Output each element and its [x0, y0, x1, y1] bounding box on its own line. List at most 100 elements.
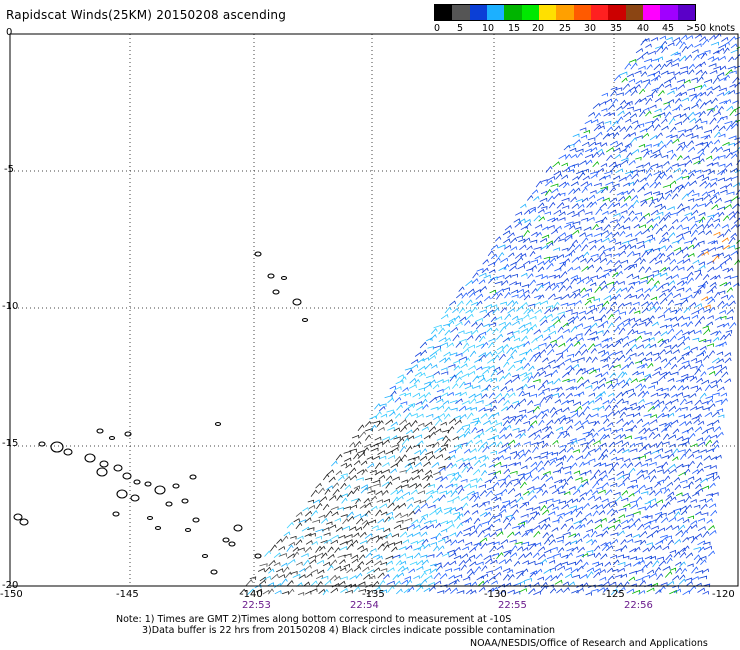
wind-barb — [642, 51, 649, 57]
wind-barb — [519, 481, 527, 489]
wind-barb — [404, 576, 411, 580]
wind-barb — [595, 226, 603, 231]
wind-barb — [612, 280, 619, 287]
wind-barb — [429, 351, 438, 357]
wind-barb — [694, 33, 702, 39]
wind-barb — [670, 371, 679, 376]
wind-barb — [527, 400, 534, 406]
wind-barb — [500, 307, 507, 313]
wind-barb — [467, 490, 475, 496]
wind-barb — [411, 519, 419, 525]
island-outline — [201, 553, 209, 559]
wind-barb — [374, 462, 382, 470]
wind-barb — [724, 378, 732, 384]
wind-barb — [466, 335, 474, 341]
wind-barb — [664, 475, 671, 482]
wind-barb — [641, 390, 650, 398]
wind-barb — [546, 431, 554, 439]
wind-barb — [529, 206, 536, 211]
wind-barb — [524, 218, 531, 224]
wind-barb — [616, 457, 624, 461]
wind-barb — [340, 576, 348, 580]
wind-barb — [444, 510, 452, 515]
wind-barb — [269, 544, 277, 552]
wind-barb — [464, 541, 473, 546]
wind-barb — [602, 237, 610, 243]
wind-barb — [673, 508, 682, 512]
wind-barb — [529, 494, 537, 502]
wind-barb — [439, 490, 447, 494]
wind-barb — [402, 491, 411, 497]
wind-barb — [610, 509, 619, 517]
legend-label: 15 — [508, 23, 521, 34]
wind-barb — [724, 120, 733, 125]
wind-barb — [588, 194, 596, 200]
wind-barb — [406, 555, 414, 560]
wind-barb — [641, 182, 649, 189]
wind-barb — [682, 336, 690, 342]
wind-barb — [310, 489, 318, 497]
wind-barb — [498, 559, 507, 565]
wind-barb — [408, 568, 416, 574]
island-outline — [133, 479, 141, 485]
wind-barb — [396, 489, 404, 495]
wind-barb — [572, 489, 581, 496]
wind-barb — [309, 559, 317, 565]
wind-barb — [618, 176, 627, 182]
wind-barb — [358, 581, 366, 586]
wind-barb — [566, 446, 574, 453]
wind-barb — [702, 38, 710, 46]
wind-barb — [733, 217, 740, 224]
wind-barb — [401, 579, 409, 585]
wind-barb — [650, 503, 658, 508]
note-line-2: 3)Data buffer is 22 hrs from 20150208 4)… — [142, 625, 556, 636]
wind-barb — [689, 392, 697, 398]
wind-barb — [556, 515, 563, 522]
wind-barb — [404, 517, 413, 522]
wind-barb — [557, 565, 565, 571]
wind-barb — [420, 571, 427, 579]
wind-barb — [691, 524, 698, 530]
wind-barb — [511, 294, 519, 298]
wind-barb — [330, 539, 338, 545]
wind-barb — [490, 531, 497, 538]
wind-barb — [718, 133, 726, 138]
wind-barb — [490, 304, 498, 308]
wind-barb — [630, 169, 638, 174]
wind-barb — [701, 251, 709, 256]
wind-barb — [638, 580, 647, 587]
wind-barb — [254, 584, 262, 589]
wind-barb — [646, 94, 653, 98]
time-label: 22:54 — [350, 600, 379, 611]
wind-barb — [315, 574, 324, 580]
wind-barb — [567, 525, 575, 532]
wind-barb — [497, 288, 504, 294]
wind-barb — [703, 308, 711, 313]
wind-barb — [570, 568, 579, 574]
wind-barb — [598, 462, 607, 467]
wind-barb — [657, 112, 666, 117]
wind-barb — [598, 377, 607, 383]
wind-barb — [399, 560, 407, 566]
wind-barb — [303, 559, 310, 566]
island-outline — [146, 515, 154, 521]
wind-barb — [531, 441, 539, 446]
wind-barb — [673, 551, 681, 558]
wind-barb — [558, 285, 566, 293]
wind-barb — [438, 465, 446, 470]
wind-barb — [480, 542, 488, 550]
wind-barb — [660, 387, 669, 392]
wind-barb — [540, 585, 548, 593]
wind-barb — [533, 511, 541, 519]
wind-barb — [667, 98, 675, 104]
wind-barb — [628, 392, 636, 398]
wind-barb — [666, 61, 673, 67]
wind-barb — [504, 274, 512, 280]
wind-barb — [448, 574, 456, 580]
wind-barb — [453, 555, 462, 560]
wind-barb — [475, 553, 483, 560]
wind-barb — [607, 575, 615, 581]
wind-barb — [561, 247, 569, 252]
wind-barb — [638, 88, 646, 95]
wind-barb — [532, 405, 540, 413]
